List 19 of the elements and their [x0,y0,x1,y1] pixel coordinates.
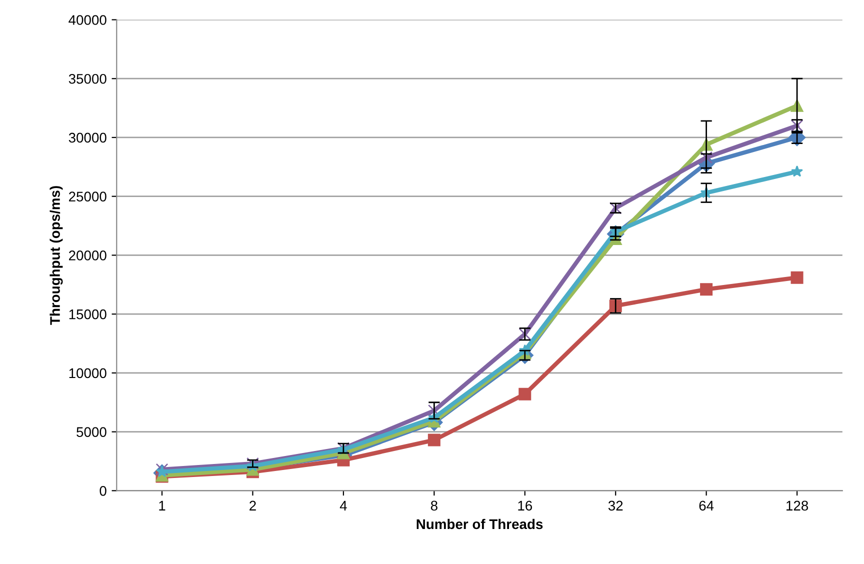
y-tick-label: 10000 [69,368,106,378]
y-tick-label: 25000 [69,192,106,202]
y-tick-label: 0 [100,486,106,496]
y-tick-label: 5000 [76,427,106,437]
x-tick-label: 1 [159,500,166,510]
x-tick-label: 64 [699,500,714,511]
x-tick-label: 4 [340,500,347,510]
y-tick-label: 30000 [68,132,106,143]
x-tick-label: 8 [430,500,438,511]
y-tick-label: 20000 [69,250,106,260]
x-tick-label: 16 [518,500,532,511]
x-axis-title: Number of Threads [416,518,543,530]
x-tick-label: 128 [786,500,808,511]
y-tick-label: 40000 [68,15,106,25]
x-tick-label: 32 [608,500,623,511]
y-axis-title: Throughput (ops/ms) [50,186,63,325]
y-tick-label: 35000 [68,74,106,84]
y-tick-label: 15000 [69,309,106,320]
x-tick-label: 2 [250,500,256,510]
